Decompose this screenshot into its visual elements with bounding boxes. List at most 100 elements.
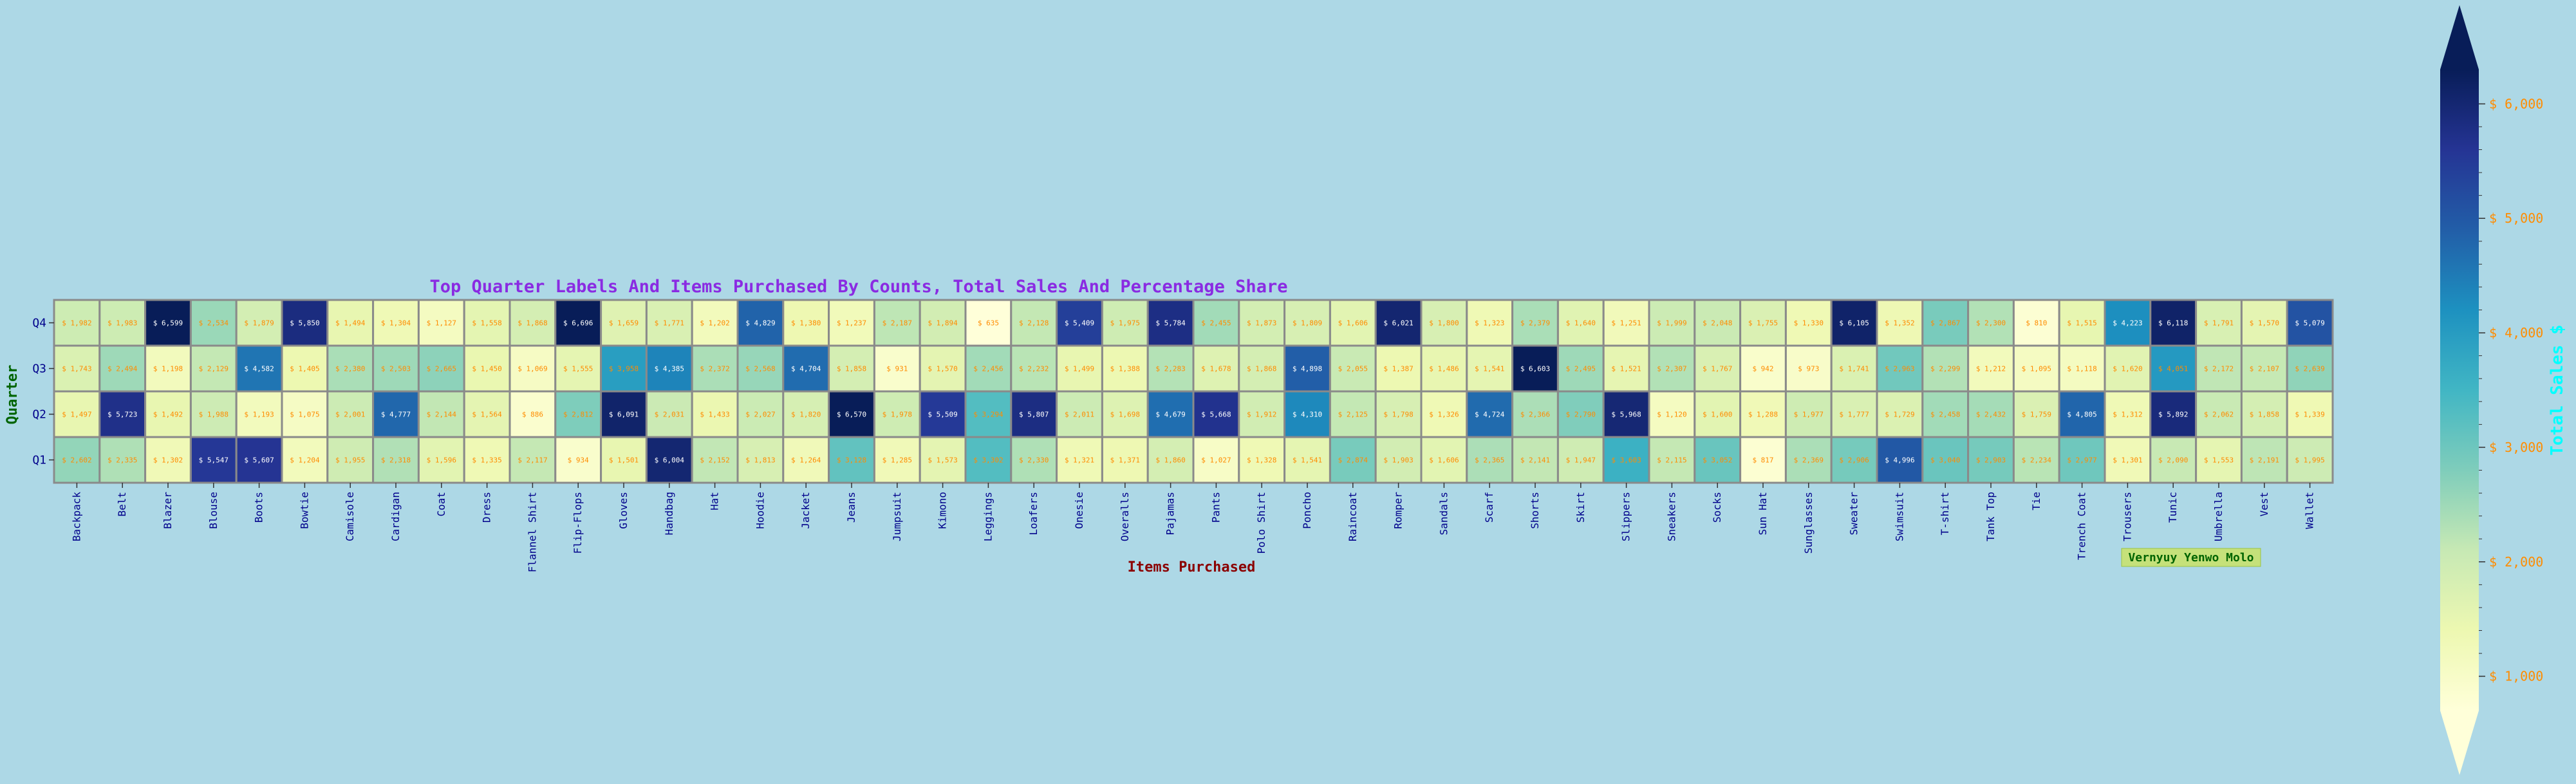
- heatmap-cell-label: $ 1,553: [2204, 456, 2234, 465]
- heatmap-cell: [2286, 390, 2334, 438]
- x-tick-label: Leggings: [982, 492, 994, 541]
- heatmap-cell-label: $ 942: [1752, 365, 1773, 373]
- heatmap-cell-label: $ 1,813: [745, 456, 775, 465]
- y-tick-label: Q4: [32, 317, 46, 330]
- heatmap-cell-label: $ 5,547: [199, 456, 229, 465]
- heatmap-cell-label: $ 2,090: [2158, 456, 2188, 465]
- heatmap-cell-label: $ 1,983: [107, 319, 137, 328]
- heatmap-cell-label: $ 4,898: [1293, 365, 1322, 373]
- heatmap-cell-label: $ 1,600: [1703, 411, 1732, 419]
- heatmap-cell-label: $ 934: [568, 456, 589, 465]
- heatmap-cell-label: $ 1,237: [837, 319, 866, 328]
- heatmap-cell-label: $ 1,570: [928, 365, 957, 373]
- x-tick-label: Hat: [709, 492, 721, 510]
- heatmap-cell-label: $ 2,369: [1794, 456, 1824, 465]
- annotation-box: Vernyuy Yenwo Molo: [2121, 548, 2261, 567]
- x-tick-label: Sneakers: [1665, 492, 1677, 541]
- heatmap-cell-label: $ 1,541: [1293, 456, 1322, 465]
- heatmap-cell-label: $ 1,995: [2295, 456, 2324, 465]
- heatmap-cell: [53, 344, 101, 393]
- heatmap-cell-label: $ 1,127: [427, 319, 456, 328]
- heatmap-cell: [736, 344, 785, 393]
- x-tick-label: Belt: [116, 492, 128, 517]
- heatmap-cell: [873, 344, 921, 393]
- x-tick-label: Jumpsuit: [891, 492, 903, 541]
- heatmap-cell: [1694, 344, 1742, 393]
- heatmap-cell-label: $ 973: [1798, 365, 1819, 373]
- x-tick-label: Trench Coat: [2076, 492, 2088, 560]
- heatmap-cell-label: $ 1,075: [290, 411, 319, 419]
- heatmap-cell: [919, 299, 967, 347]
- heatmap-cell-label: $ 2,283: [1155, 365, 1185, 373]
- heatmap-cell-label: $ 2,380: [335, 365, 365, 373]
- heatmap-cell-label: $ 1,698: [1110, 411, 1140, 419]
- heatmap-cell-label: $ 2,027: [745, 411, 775, 419]
- heatmap-cell-label: $ 1,541: [1475, 365, 1504, 373]
- heatmap-cell-label: $ 2,458: [1930, 411, 1960, 419]
- heatmap-cell-label: $ 5,509: [928, 411, 957, 419]
- heatmap-cell-label: $ 2,172: [2204, 365, 2234, 373]
- x-tick-label: Sweater: [1848, 492, 1860, 536]
- heatmap-cell-label: $ 5,968: [1611, 411, 1641, 419]
- x-tick-label: Hoodie: [754, 492, 766, 529]
- heatmap-cell-label: $ 1,285: [882, 456, 912, 465]
- heatmap-cell-label: $ 1,860: [1155, 456, 1185, 465]
- heatmap-cell-label: $ 2,503: [381, 365, 411, 373]
- heatmap-cell-label: $ 1,777: [1839, 411, 1869, 419]
- heatmap-cell: [782, 299, 830, 347]
- heatmap-cell-label: $ 1,387: [1383, 365, 1413, 373]
- heatmap-cell: [873, 299, 921, 347]
- heatmap-cell-label: $ 2,191: [2250, 456, 2279, 465]
- x-tick-label: Poncho: [1301, 492, 1313, 529]
- heatmap-cell: [1784, 436, 1833, 484]
- heatmap-cell-label: $ 1,323: [1475, 319, 1504, 328]
- heatmap-cell: [1283, 344, 1331, 393]
- x-tick-label: Tunic: [2167, 492, 2179, 523]
- heatmap-cell-label: $ 1,095: [2022, 365, 2051, 373]
- heatmap-cell-label: $ 2,639: [2295, 365, 2324, 373]
- heatmap-cell-label: $ 1,955: [335, 456, 365, 465]
- heatmap-cell: [1420, 436, 1468, 484]
- y-axis: Q4 Q3 Q2 Q1: [32, 317, 54, 467]
- heatmap-cell: [1876, 344, 1924, 393]
- heatmap-cell-label: $ 2,534: [199, 319, 229, 328]
- heatmap-cell-label: $ 1,339: [2295, 411, 2324, 419]
- heatmap-cell-label: $ 1,515: [2067, 319, 2096, 328]
- heatmap-cell-label: $ 810: [2026, 319, 2047, 328]
- x-tick-label: Shorts: [1529, 492, 1541, 529]
- heatmap-cell-label: $ 1,975: [1110, 319, 1140, 328]
- heatmap-cell: [2104, 344, 2152, 393]
- heatmap-cell-label: $ 2,365: [1475, 456, 1504, 465]
- heatmap-cell-label: $ 1,729: [1885, 411, 1914, 419]
- heatmap-cell: [1967, 390, 2015, 438]
- heatmap-cell: [1876, 436, 1924, 484]
- x-tick-label: Sun Hat: [1757, 492, 1769, 535]
- heatmap-cell-label: $ 1,501: [609, 456, 639, 465]
- heatmap-cell-label: $ 2,494: [107, 365, 138, 373]
- heatmap-cell-label: $ 4,582: [244, 365, 274, 373]
- heatmap-cell-label: $ 1,193: [244, 411, 274, 419]
- heatmap-cell: [1329, 436, 1377, 484]
- heatmap-cell-label: $ 1,988: [199, 411, 229, 419]
- x-tick-label: Trousers: [2121, 492, 2133, 541]
- heatmap-cell: [2104, 299, 2152, 347]
- heatmap-cell-label: $ 1,606: [1338, 319, 1368, 328]
- x-tick-label: Umbrella: [2212, 492, 2225, 541]
- heatmap-cell-label: $ 2,665: [427, 365, 456, 373]
- heatmap-cell: [1694, 299, 1742, 347]
- heatmap-cell: [1420, 299, 1468, 347]
- heatmap-cell-label: $ 1,204: [290, 456, 320, 465]
- heatmap-cell-label: $ 5,784: [1155, 319, 1186, 328]
- heatmap-cell: [1556, 390, 1605, 438]
- heatmap-cell: [144, 390, 192, 438]
- heatmap-cell: [1010, 344, 1058, 393]
- heatmap-cell-label: $ 2,602: [62, 456, 91, 465]
- heatmap-cell-label: $ 1,791: [2204, 319, 2234, 328]
- x-tick-label: Tank Top: [1984, 492, 1997, 541]
- heatmap-cell: [463, 299, 511, 347]
- heatmap-cell-label: $ 1,573: [928, 456, 957, 465]
- heatmap-cell: [189, 344, 238, 393]
- heatmap-cell-label: $ 2,455: [1201, 319, 1231, 328]
- heatmap-cell-label: $ 2,977: [2067, 456, 2096, 465]
- colorbar-tick-label: $ 4,000: [2489, 325, 2543, 341]
